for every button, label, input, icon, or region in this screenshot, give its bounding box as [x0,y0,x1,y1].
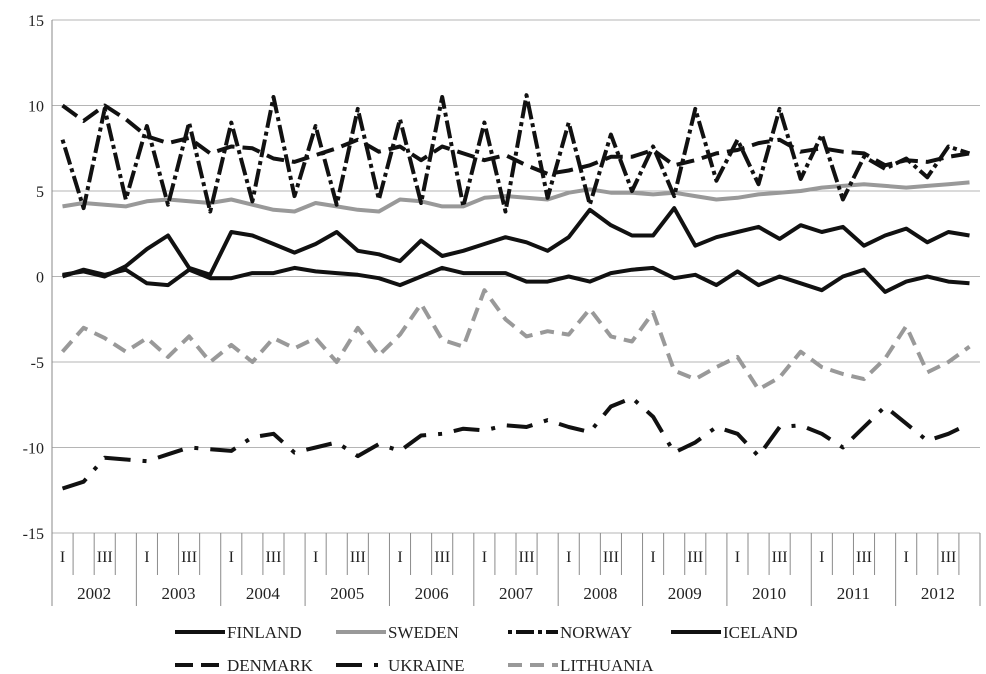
quarter-label: I [566,549,571,566]
quarter-label: I [904,549,909,566]
year-label: 2010 [752,584,786,603]
year-label: 2006 [415,584,449,603]
quarter-label: I [482,549,487,566]
quarter-label: I [313,549,318,566]
quarter-label: III [772,549,788,566]
legend-label: NORWAY [560,623,632,642]
series-line-finland [61,265,970,294]
y-tick-label: -10 [23,441,44,458]
legend: FINLAND SWEDEN NORWAY ICELAND DENMARK UKRAINE… [175,623,798,674]
quarter-label: III [265,549,281,566]
year-label: 2002 [77,584,111,603]
quarter-label: III [181,549,197,566]
series-line-iceland [62,206,970,279]
quarter-label: III [434,549,450,566]
y-tick-label: 5 [36,184,44,201]
quarter-label: III [97,549,113,566]
year-label: 2004 [246,584,281,603]
year-label: 2007 [499,584,534,603]
quarter-label: I [650,549,655,566]
quarter-label: III [856,549,872,566]
year-label: 2005 [330,584,364,603]
quarter-label: I [819,549,824,566]
quarter-label: I [229,549,234,566]
quarter-label: I [735,549,740,566]
plot-series [60,93,971,491]
legend-label: SWEDEN [388,623,459,642]
legend-label: FINLAND [227,623,302,642]
year-label: 2003 [162,584,196,603]
year-label: 2009 [668,584,702,603]
quarter-label: I [60,549,65,566]
y-tick-label: -15 [23,526,44,543]
quarter-label: I [397,549,402,566]
year-label: 2008 [583,584,617,603]
y-axis-tick-labels: -15 -10 -5 0 5 10 15 [23,13,44,543]
year-label: 2011 [837,584,870,603]
series-line-ukraine [61,395,971,491]
legend-label: UKRAINE [388,656,465,674]
quarter-label: III [687,549,703,566]
legend-label: DENMARK [227,656,314,674]
series-line-sweden [62,180,970,214]
quarter-label: III [603,549,619,566]
legend-label: ICELAND [723,623,798,642]
quarter-label: III [519,549,535,566]
y-tick-label: 15 [28,13,44,30]
y-tick-label: -5 [31,355,44,372]
y-tick-label: 0 [36,270,44,287]
legend-label: LITHUANIA [560,656,654,674]
quarter-label: I [144,549,149,566]
series-line-denmark [61,103,970,176]
quarter-label: III [350,549,366,566]
y-tick-label: 10 [28,99,44,116]
series-line-lithuania [61,288,971,392]
year-label: 2012 [921,584,955,603]
quarter-label: III [940,549,956,566]
series-line-norway [60,93,971,214]
